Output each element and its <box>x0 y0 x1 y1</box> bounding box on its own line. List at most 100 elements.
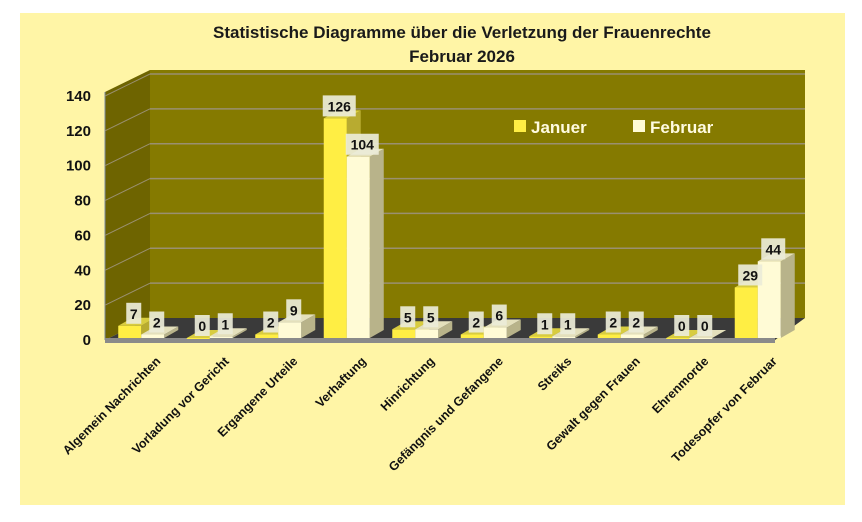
data-label-box <box>738 264 763 286</box>
data-label: 0 <box>701 318 709 334</box>
data-label-box <box>217 313 233 335</box>
data-label-box <box>761 238 786 260</box>
bar <box>255 334 279 338</box>
data-label: 0 <box>198 318 206 334</box>
data-label-box <box>560 313 576 335</box>
bar-side <box>506 319 521 338</box>
legend-swatch <box>633 120 645 132</box>
data-label-box <box>322 95 356 117</box>
legend-swatch <box>514 120 526 132</box>
data-label: 9 <box>290 302 298 318</box>
bar <box>323 118 347 339</box>
y-tick-label: 100 <box>66 158 91 175</box>
data-label-box <box>628 311 644 333</box>
bar-side <box>301 314 316 338</box>
bar-side <box>232 328 247 338</box>
bar <box>392 329 416 338</box>
data-label-box <box>345 133 379 155</box>
data-label: 29 <box>742 267 758 283</box>
chart-subtitle: Februar 2026 <box>409 47 515 66</box>
bar <box>415 329 439 338</box>
data-label: 1 <box>564 316 572 332</box>
bar <box>666 338 690 339</box>
bar <box>118 325 142 338</box>
gridline-side <box>104 178 151 202</box>
data-label-box <box>491 304 507 326</box>
chart-title: Statistische Diagramme über die Verletzu… <box>213 23 711 42</box>
y-tick-label: 60 <box>74 227 91 244</box>
y-tick-label: 20 <box>74 297 91 314</box>
data-label-box <box>126 302 142 324</box>
data-label: 2 <box>267 315 275 331</box>
bar <box>689 338 713 339</box>
data-label: 5 <box>404 309 412 325</box>
data-label-box <box>286 299 302 321</box>
bar <box>186 338 210 339</box>
bar <box>278 322 302 338</box>
bar <box>460 334 484 338</box>
legend: Januer Februar <box>514 118 714 137</box>
gridline-side <box>104 143 151 167</box>
gridline-side <box>104 247 151 271</box>
data-label: 2 <box>609 315 617 331</box>
data-label: 44 <box>765 241 781 257</box>
y-tick-label: 120 <box>66 123 91 140</box>
back-wall <box>150 70 805 318</box>
data-label-box <box>537 313 553 335</box>
data-label: 2 <box>632 315 640 331</box>
bar <box>529 336 553 338</box>
data-label: 0 <box>678 318 686 334</box>
bar <box>483 327 507 338</box>
legend-label: Februar <box>650 118 714 137</box>
bar-side <box>780 253 795 338</box>
x-tick-label: Verhaftung <box>313 354 369 410</box>
bar <box>552 336 576 338</box>
gridlines <box>104 73 805 306</box>
x-tick-label: Gefängnis und Gefangene <box>386 354 506 474</box>
data-label-box <box>194 315 210 336</box>
bar-side <box>643 326 658 338</box>
data-label: 7 <box>130 306 138 322</box>
bar-side <box>164 326 179 338</box>
data-label-box <box>400 306 416 328</box>
gridline-side <box>104 282 151 306</box>
data-label-box <box>674 315 690 336</box>
gridline-side <box>104 73 151 97</box>
data-label-box <box>149 311 165 333</box>
data-label-box <box>697 315 713 336</box>
data-label: 1 <box>541 316 549 332</box>
x-tick-label: Ehrenmorde <box>649 354 711 416</box>
y-tick-label: 140 <box>66 88 91 105</box>
data-label-box <box>263 311 279 333</box>
data-label: 104 <box>351 137 375 153</box>
data-label: 126 <box>328 98 352 114</box>
bar-side <box>575 328 590 338</box>
data-label: 2 <box>472 315 480 331</box>
data-label-box <box>605 311 621 333</box>
bar <box>734 287 758 338</box>
x-tick-label: Hinrichtung <box>378 354 437 413</box>
bar-side <box>369 148 384 338</box>
y-tick-label: 40 <box>74 262 91 279</box>
bar <box>597 334 621 338</box>
data-label: 2 <box>153 315 161 331</box>
data-label-box <box>468 311 484 333</box>
side-wall <box>105 70 150 340</box>
bar <box>757 261 781 338</box>
floor-edge <box>105 338 775 343</box>
x-tick-label: Streiks <box>535 354 574 393</box>
bar <box>346 156 370 338</box>
bar-side <box>438 321 453 338</box>
data-label: 1 <box>221 316 229 332</box>
data-label: 6 <box>495 308 503 324</box>
y-tick-label: 0 <box>83 332 91 349</box>
y-axis-ticks: 0 20 40 60 80 100 120 140 <box>66 88 91 349</box>
y-tick-label: 80 <box>74 193 91 210</box>
data-label: 5 <box>427 309 435 325</box>
bar <box>620 334 644 338</box>
legend-label: Januer <box>531 118 587 137</box>
plot-walls <box>104 70 805 343</box>
